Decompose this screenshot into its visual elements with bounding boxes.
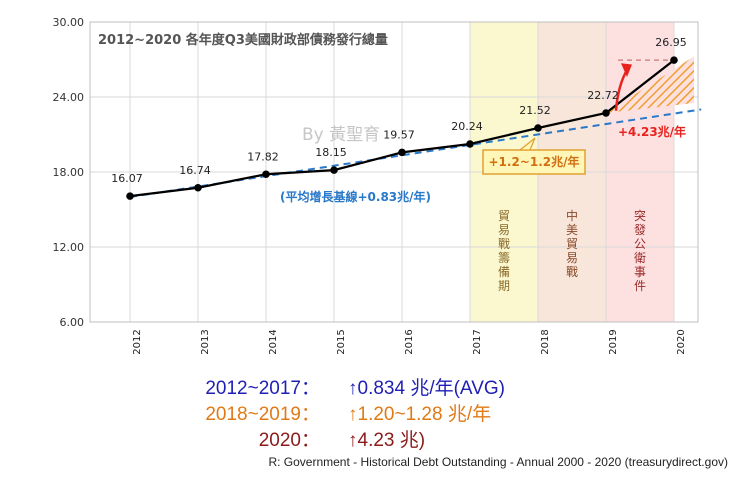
x-tick-label: 2018 [540,329,551,354]
x-tick-label: 2020 [676,329,687,354]
x-tick-label: 2013 [200,329,211,354]
y-tick-label: 6.00 [60,316,85,329]
summary-period-value: ↑0.834 兆/年(AVG) [348,373,505,400]
x-tick-label: 2015 [336,329,347,354]
covid-growth-label: +4.23兆/年 [618,124,686,139]
x-tick-label: 2016 [404,329,415,354]
data-point [330,166,338,174]
data-label: 16.74 [179,164,211,177]
data-point [126,192,134,200]
summary-period-value: ↑1.20~1.28 兆/年 [348,399,491,426]
data-label: 21.52 [519,104,551,117]
period-label-0: 貿易戰籌備期 [498,209,510,293]
y-tick-label: 24.00 [53,91,85,104]
x-tick-label: 2017 [472,329,483,354]
data-point [398,149,406,157]
y-tick-label: 18.00 [53,166,85,179]
data-point [602,109,610,117]
chart-title: 2012~2020 各年度Q3美國財政部債務發行總量 [98,32,388,48]
data-label: 26.95 [655,36,687,49]
data-label: 20.24 [451,120,483,133]
summary-period-label: 2020： [0,425,320,452]
trend-label: (平均增長基線+0.83兆/年) [280,189,431,204]
period-label-1: 中美貿易戰 [566,208,578,279]
data-label: 17.82 [247,150,279,163]
summary-period-value: ↑4.23 兆) [348,425,425,452]
data-point [194,184,202,192]
growth-callout-text: +1.2~1.2兆/年 [488,154,579,169]
data-point [262,170,270,178]
debt-line-chart: 6.00 12.00 18.00 24.00 30.00 貿易戰籌備期 中美貿易戰 突發公衛事… [0,0,740,360]
source-note: R: Government - Historical Debt Outstand… [268,455,728,469]
y-tick-label: 30.00 [53,16,85,29]
watermark-text: By 黃聖育 [302,125,380,145]
summary-period-label: 2012~2017： [0,373,320,400]
summary-period-label: 2018~2019： [0,399,320,426]
data-point [670,56,678,64]
x-tick-label: 2019 [608,329,619,354]
x-tick-label: 2014 [268,329,279,354]
data-point [466,140,474,148]
data-label: 18.15 [315,146,347,159]
period-label-2: 突發公衛事件 [634,208,646,293]
x-tick-label: 2012 [132,329,143,354]
data-point [534,124,542,132]
data-label: 22.72 [587,89,619,102]
data-label: 19.57 [383,128,415,141]
data-label: 16.07 [111,172,143,185]
y-tick-label: 12.00 [53,241,85,254]
